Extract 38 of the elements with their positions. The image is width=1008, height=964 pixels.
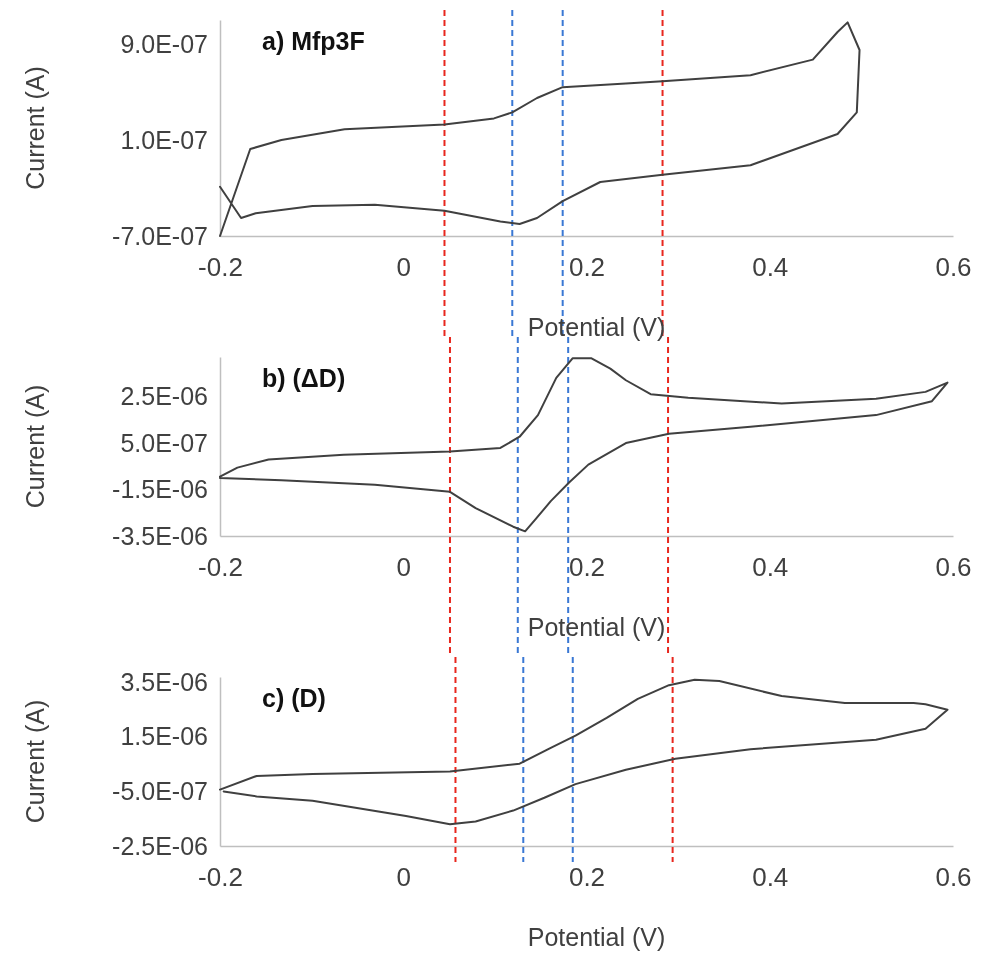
y-axis-title: Current (A) [21,699,49,824]
y-tick-label: -5.0E-07 [112,776,208,805]
x-axis-title: Potential (V) [527,923,666,951]
y-tick-label: -2.5E-06 [112,831,208,860]
x-tick-label: 0.2 [568,552,606,583]
x-tick-label: 0 [396,862,411,893]
y-tick-label: 1.5E-06 [120,722,208,751]
x-tick-label: 0.6 [935,252,972,283]
x-tick-label: -0.2 [198,552,243,583]
x-tick-label: 0.4 [752,862,789,893]
x-tick-label: 0.2 [568,862,606,893]
y-tick-label: -1.5E-06 [112,475,208,504]
y-tick-label: 3.5E-06 [120,667,208,696]
x-tick-label: 0.4 [752,552,789,583]
y-tick-label: 2.5E-06 [120,382,208,411]
y-tick-label: 1.0E-07 [120,125,208,154]
line-series [219,21,861,237]
y-axis-title: Current (A) [21,66,49,190]
y-tick-label: 9.0E-07 [120,29,208,58]
line-series [219,357,949,533]
x-tick-label: 0 [396,552,411,583]
x-tick-label: 0.4 [752,252,789,283]
y-axis-title: Current (A) [21,384,49,509]
y-tick-label: 5.0E-07 [120,428,208,457]
chart-title: c) (D) [262,684,326,712]
x-tick-label: 0.2 [568,252,606,283]
x-tick-label: -0.2 [198,252,243,283]
x-tick-label: 0.6 [935,862,972,893]
x-axis-title: Potential (V) [527,313,666,341]
x-axis-title: Potential (V) [527,613,666,641]
x-tick-label: -0.2 [198,862,243,893]
x-tick-label: 0.6 [935,552,972,583]
chart-title: a) Mfp3F [262,27,365,55]
y-tick-label: -7.0E-07 [112,221,208,250]
y-tick-label: -3.5E-06 [112,521,208,550]
x-tick-label: 0 [396,252,411,283]
chart-title: b) (ΔD) [262,364,346,392]
line-series [219,678,949,826]
